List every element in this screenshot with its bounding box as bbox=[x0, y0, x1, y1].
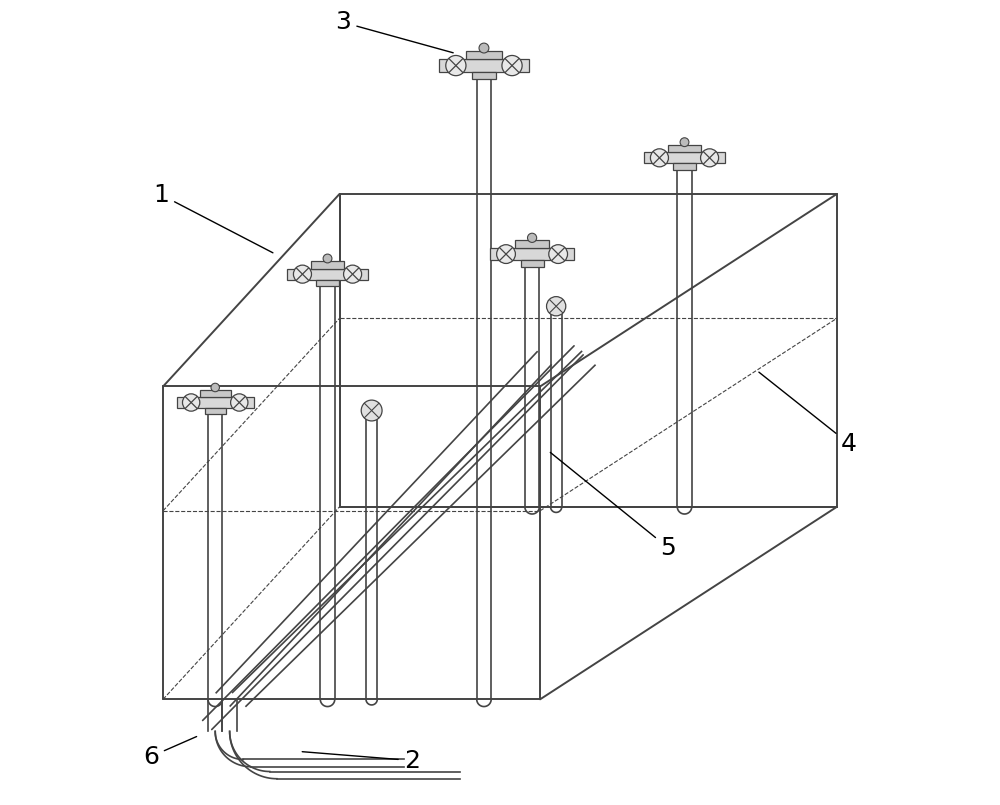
Circle shape bbox=[497, 245, 515, 263]
Bar bbox=[311, 261, 344, 269]
Circle shape bbox=[361, 400, 382, 421]
Bar bbox=[644, 152, 725, 163]
Text: 1: 1 bbox=[153, 183, 273, 253]
Bar bbox=[200, 390, 231, 397]
Circle shape bbox=[547, 296, 566, 316]
Circle shape bbox=[211, 383, 219, 392]
Bar bbox=[205, 408, 226, 414]
Bar bbox=[515, 241, 549, 248]
Circle shape bbox=[344, 265, 362, 283]
Circle shape bbox=[528, 233, 537, 242]
Bar bbox=[466, 51, 502, 60]
Bar bbox=[472, 72, 496, 79]
Bar bbox=[490, 248, 574, 260]
Circle shape bbox=[479, 43, 489, 53]
Text: 6: 6 bbox=[143, 737, 197, 769]
Text: 2: 2 bbox=[302, 749, 420, 773]
Bar bbox=[521, 260, 544, 266]
Circle shape bbox=[446, 56, 466, 76]
Circle shape bbox=[182, 394, 200, 411]
Bar bbox=[668, 145, 701, 152]
Text: 5: 5 bbox=[550, 452, 676, 560]
Circle shape bbox=[293, 265, 311, 283]
Bar bbox=[287, 269, 368, 280]
Bar bbox=[439, 60, 529, 72]
Circle shape bbox=[323, 254, 332, 263]
Text: 3: 3 bbox=[336, 10, 453, 53]
Circle shape bbox=[549, 245, 568, 263]
Text: 4: 4 bbox=[759, 372, 857, 456]
Circle shape bbox=[502, 56, 522, 76]
Circle shape bbox=[680, 138, 689, 147]
Bar bbox=[177, 397, 254, 408]
Bar bbox=[673, 163, 696, 170]
Circle shape bbox=[701, 149, 719, 167]
Bar bbox=[316, 280, 339, 287]
Circle shape bbox=[650, 149, 668, 167]
Circle shape bbox=[231, 394, 248, 411]
